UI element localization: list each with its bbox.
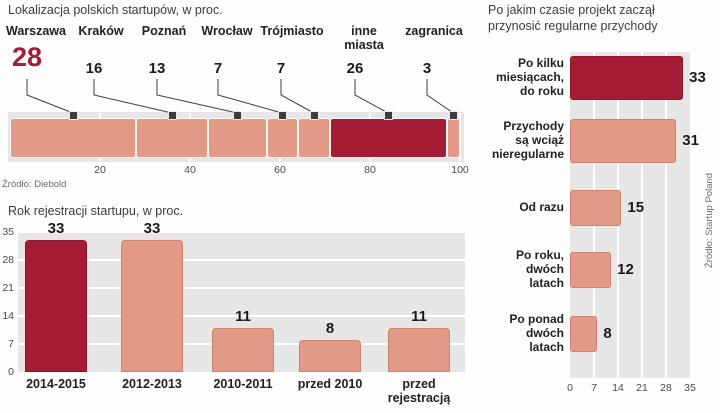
category-label: Poznań [141,24,187,38]
value-label: 15 [627,199,645,216]
value-label: 8 [603,325,612,342]
category-label: Po ponad dwóch latach [509,312,564,354]
value-label: 33 [47,220,65,237]
gridline-horizontal [18,287,465,289]
connector-line [217,79,283,114]
bar [570,252,612,288]
category-label: inne miasta [344,24,384,52]
bar-segment [329,118,447,158]
segment-marker [233,111,243,120]
registration-chart: Rok rejestracji startupu, w proc. 0 7 14 21… [0,198,472,413]
y-axis-tick-label: 21 [2,282,14,294]
category-label: Wrocław [201,24,253,38]
location-source-note: Źródło: Diebold [2,179,67,190]
segment-marker [168,111,177,120]
gridline-horizontal [18,315,465,317]
value-label: 16 [85,60,103,77]
gridline-vertical [665,52,667,378]
category-label: Przychody są wciąż nieregularne [491,119,564,161]
value-label: 3 [422,60,432,77]
gridline-vertical [459,113,461,161]
bar [25,240,87,372]
bar [212,328,274,372]
segment-marker [69,111,78,120]
revenue-chart: Po jakim czasie projekt zaczął przynosić… [480,0,720,413]
x-axis-tick-label: 21 [636,382,648,394]
category-label: Po kilku miesiącach, do roku [495,56,564,98]
y-axis-tick-label: 35 [2,226,14,238]
category-label: Od razu [519,200,564,215]
value-label: 11 [235,308,251,325]
value-label: 12 [617,261,634,278]
x-axis-tick-label: 14 [612,382,624,394]
value-label: 33 [143,220,161,237]
bar-segment [10,118,136,158]
x-axis-tick-label: 28 [660,382,672,394]
segment-marker [278,111,288,120]
x-axis-tick-label: 35 [684,382,696,394]
connector-line [26,79,74,114]
location-chart-title: Lokalizacja polskich startupów, w proc. [8,3,223,17]
connector-line [93,79,173,114]
value-label: 26 [346,60,364,77]
connector-line [280,79,314,114]
x-axis-tick-label: 7 [591,382,597,394]
category-label: przed rejestracją [387,377,451,405]
connector-line [426,79,454,114]
category-label: przed 2010 [297,377,363,391]
registration-chart-title: Rok rejestracji startupu, w proc. [8,204,184,218]
value-label: 33 [689,69,706,86]
connector-line [156,79,238,114]
x-axis-tick-label: 100 [451,164,469,176]
value-label: 8 [325,320,335,337]
bar [299,340,361,372]
value-label: 7 [213,60,223,77]
category-label: 2014-2015 [26,377,86,391]
segment-marker [384,111,393,120]
gridline-vertical [641,52,643,378]
value-label: 28 [11,42,43,72]
x-axis-tick-label: 0 [567,382,573,394]
value-label: 31 [682,132,699,149]
category-label: Kraków [78,24,124,38]
x-axis-tick-label: 60 [274,164,286,176]
gridline-horizontal [18,259,465,261]
bar [570,119,677,163]
value-label: 7 [276,60,286,77]
revenue-chart-title: Po jakim czasie projekt zaczął przynosić… [488,3,658,33]
bar [570,316,598,352]
x-axis-tick-label: 80 [364,164,376,176]
revenue-source-note: Źródło: Startup Poland [704,172,715,268]
y-axis-tick-label: 28 [2,254,14,266]
bar [570,56,684,100]
category-label: 2010-2011 [213,377,273,391]
location-chart: Lokalizacja polskich startupów, w proc. … [0,0,472,196]
segment-marker [449,111,459,120]
bar-segment [298,118,330,158]
category-label: Trójmiasto [260,24,324,38]
category-label: 2012-2013 [122,377,182,391]
bar-segment [266,118,298,158]
value-label: 11 [411,308,427,325]
category-label: zagranica [405,24,463,38]
y-axis-tick-label: 14 [2,310,14,322]
bar [570,190,622,226]
bar [388,328,450,372]
y-axis-tick-label: 7 [8,338,14,350]
connector-line [354,79,389,114]
category-label: Warszawa [6,24,66,38]
bar-segment [208,118,267,158]
x-axis-tick-label: 40 [184,164,196,176]
value-label: 13 [148,60,166,77]
gridline-horizontal [18,231,465,233]
category-label: Po roku, dwóch latach [515,248,564,290]
bar-segment [136,118,208,158]
bar-segment [446,118,460,158]
y-axis-tick-label: 0 [8,366,14,378]
x-axis-tick-label: 20 [94,164,106,176]
segment-marker [309,111,319,120]
bar [121,240,183,372]
